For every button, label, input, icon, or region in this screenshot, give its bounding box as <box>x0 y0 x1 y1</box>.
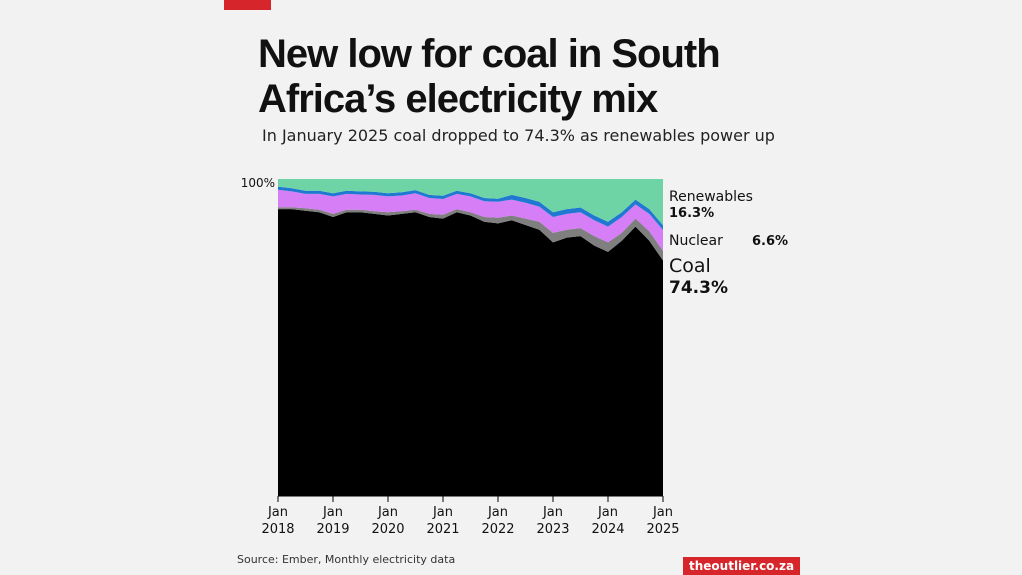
label-renewables-value: 16.3% <box>669 206 714 221</box>
x-tick-label-month: Jan <box>542 505 563 520</box>
y-tick-label-100: 100% <box>241 176 275 190</box>
chart-subtitle: In January 2025 coal dropped to 74.3% as… <box>262 126 775 145</box>
x-tick-label-year: 2018 <box>261 522 294 537</box>
label-coal-name: Coal <box>669 255 711 277</box>
label-nuclear-name: Nuclear <box>669 233 723 249</box>
area-gas <box>278 207 663 261</box>
x-tick-label-year: 2025 <box>646 522 679 537</box>
x-tick-label-month: Jan <box>652 505 673 520</box>
brand-logo[interactable]: theoutlier.co.za <box>683 557 801 575</box>
x-tick-label-year: 2022 <box>481 522 514 537</box>
x-tick-label-year: 2021 <box>426 522 459 537</box>
x-tick-label-month: Jan <box>267 505 288 520</box>
area-nuclear <box>278 189 663 251</box>
x-tick-label-month: Jan <box>322 505 343 520</box>
x-tick-label-year: 2019 <box>316 522 349 537</box>
brand-accent-bar <box>224 0 271 10</box>
x-tick-label-year: 2023 <box>536 522 569 537</box>
source-note: Source: Ember, Monthly electricity data <box>237 553 456 566</box>
x-tick-label-year: 2020 <box>371 522 404 537</box>
x-tick-label-month: Jan <box>432 505 453 520</box>
area-coal <box>278 209 663 496</box>
label-renewables-name: Renewables <box>669 189 753 205</box>
x-tick-label-month: Jan <box>597 505 618 520</box>
label-coal-value: 74.3% <box>669 278 728 298</box>
x-tick-label-month: Jan <box>377 505 398 520</box>
x-tick-label-year: 2024 <box>591 522 624 537</box>
x-tick-label-month: Jan <box>487 505 508 520</box>
chart-title: New low for coal in South Africa’s elect… <box>258 32 721 121</box>
area-renewables <box>278 179 663 226</box>
label-nuclear-value: 6.6% <box>752 234 788 249</box>
area-hydro <box>278 186 663 230</box>
